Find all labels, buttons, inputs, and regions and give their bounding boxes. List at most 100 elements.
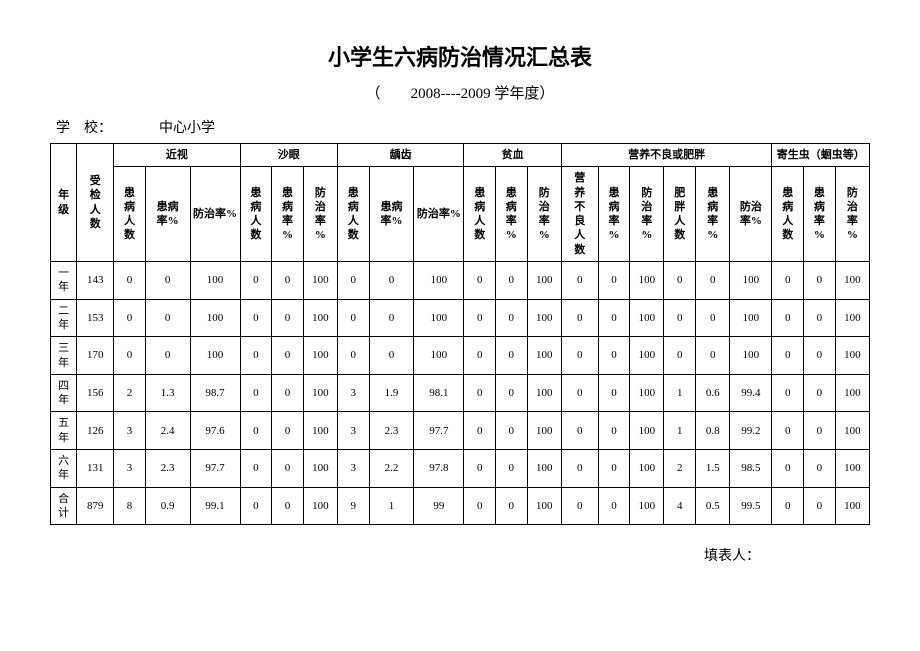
- cell: 0: [598, 337, 630, 375]
- cell: 0: [114, 337, 146, 375]
- footer-label: 填表人：: [704, 549, 760, 564]
- cell: 0: [145, 337, 190, 375]
- cell: 0: [464, 337, 496, 375]
- cell: 98.5: [730, 450, 772, 488]
- table-head: 年级 受检人数 近视 沙眼 龋齿 贫血 营养不良或肥胖 寄生虫（蛔虫等） 患病人…: [51, 144, 870, 262]
- cell: 100: [835, 337, 869, 375]
- cell: 97.6: [190, 412, 240, 450]
- school-label: 学 校：: [56, 121, 112, 136]
- cell: 0: [272, 487, 304, 525]
- cell: 100: [527, 450, 561, 488]
- cell: 0: [561, 337, 598, 375]
- cell: 2: [664, 450, 696, 488]
- cell: 100: [630, 487, 664, 525]
- cell: 0: [772, 450, 804, 488]
- cell: 0: [772, 412, 804, 450]
- cell: 1: [369, 487, 414, 525]
- cell: 0.5: [696, 487, 730, 525]
- cell: 100: [730, 337, 772, 375]
- cell: 100: [835, 262, 869, 300]
- th-anemia: 贫血: [464, 144, 561, 167]
- cell: 2.3: [145, 450, 190, 488]
- cell: 0: [495, 450, 527, 488]
- cell: 0: [696, 299, 730, 337]
- subtitle: （ 2008----2009 学年度）: [50, 82, 870, 103]
- cell: 0: [464, 487, 496, 525]
- th-ob-n: 肥胖人数: [664, 167, 696, 262]
- cell: 0: [495, 299, 527, 337]
- cell: 0: [464, 262, 496, 300]
- cell: 100: [630, 262, 664, 300]
- cell: 0: [145, 262, 190, 300]
- cell: 100: [630, 412, 664, 450]
- th-maln-rate: 患病率%: [598, 167, 630, 262]
- th-maln-n: 营养不良人数: [561, 167, 598, 262]
- cell: 0: [598, 487, 630, 525]
- cell: 0.8: [696, 412, 730, 450]
- cell: 五年: [51, 412, 77, 450]
- th-examined: 受检人数: [77, 144, 114, 262]
- cell: 1.5: [696, 450, 730, 488]
- th-anemia-cases: 患病人数: [464, 167, 496, 262]
- cell: 100: [527, 487, 561, 525]
- cell: 0: [495, 337, 527, 375]
- cell: 0: [561, 450, 598, 488]
- cell: 0: [696, 262, 730, 300]
- cell: 100: [527, 412, 561, 450]
- cell: 0: [464, 450, 496, 488]
- cell: 3: [338, 374, 370, 412]
- table-row: 三年17000100001000010000100001000010000100: [51, 337, 870, 375]
- school-name: 中心小学: [159, 121, 215, 136]
- table-body: 一年14300100001000010000100001000010000100…: [51, 262, 870, 525]
- th-para-cases: 患病人数: [772, 167, 804, 262]
- cell: 3: [114, 412, 146, 450]
- cell: 100: [835, 374, 869, 412]
- cell: 100: [303, 262, 337, 300]
- cell: 100: [730, 262, 772, 300]
- th-parasite: 寄生虫（蛔虫等）: [772, 144, 870, 167]
- th-caries-cases: 患病人数: [338, 167, 370, 262]
- cell: 879: [77, 487, 114, 525]
- cell: 153: [77, 299, 114, 337]
- cell: 100: [630, 299, 664, 337]
- cell: 0: [804, 374, 836, 412]
- cell: 二年: [51, 299, 77, 337]
- cell: 0: [561, 412, 598, 450]
- cell: 0: [464, 412, 496, 450]
- cell: 3: [338, 450, 370, 488]
- cell: 100: [303, 487, 337, 525]
- th-trachoma: 沙眼: [240, 144, 337, 167]
- cell: 0: [240, 412, 272, 450]
- cell: 100: [303, 412, 337, 450]
- cell: 0: [240, 262, 272, 300]
- cell: 0: [598, 412, 630, 450]
- cell: 97.7: [190, 450, 240, 488]
- cell: 0: [772, 487, 804, 525]
- th-trachoma-prev: 防治率%: [303, 167, 337, 262]
- cell: 0: [495, 412, 527, 450]
- cell: 0: [338, 262, 370, 300]
- cell: 99: [414, 487, 464, 525]
- th-myopia-cases: 患病人数: [114, 167, 146, 262]
- cell: 126: [77, 412, 114, 450]
- cell: 0: [804, 262, 836, 300]
- table-row: 五年12632.497.60010032.397.7001000010010.8…: [51, 412, 870, 450]
- cell: 100: [630, 337, 664, 375]
- cell: 0: [772, 299, 804, 337]
- cell: 0: [464, 374, 496, 412]
- cell: 0: [598, 374, 630, 412]
- th-ob-prev: 防治率%: [730, 167, 772, 262]
- th-para-prev: 防治率%: [835, 167, 869, 262]
- cell: 0: [561, 374, 598, 412]
- cell: 97.8: [414, 450, 464, 488]
- cell: 0: [598, 450, 630, 488]
- th-maln-prev: 防治率%: [630, 167, 664, 262]
- cell: 100: [527, 374, 561, 412]
- footer-line: 填表人：: [50, 545, 870, 565]
- cell: 0: [804, 337, 836, 375]
- cell: 99.4: [730, 374, 772, 412]
- cell: 100: [190, 262, 240, 300]
- th-myopia-prev: 防治率%: [190, 167, 240, 262]
- school-line: 学 校： 中心小学: [50, 117, 870, 137]
- th-anemia-rate: 患病率%: [495, 167, 527, 262]
